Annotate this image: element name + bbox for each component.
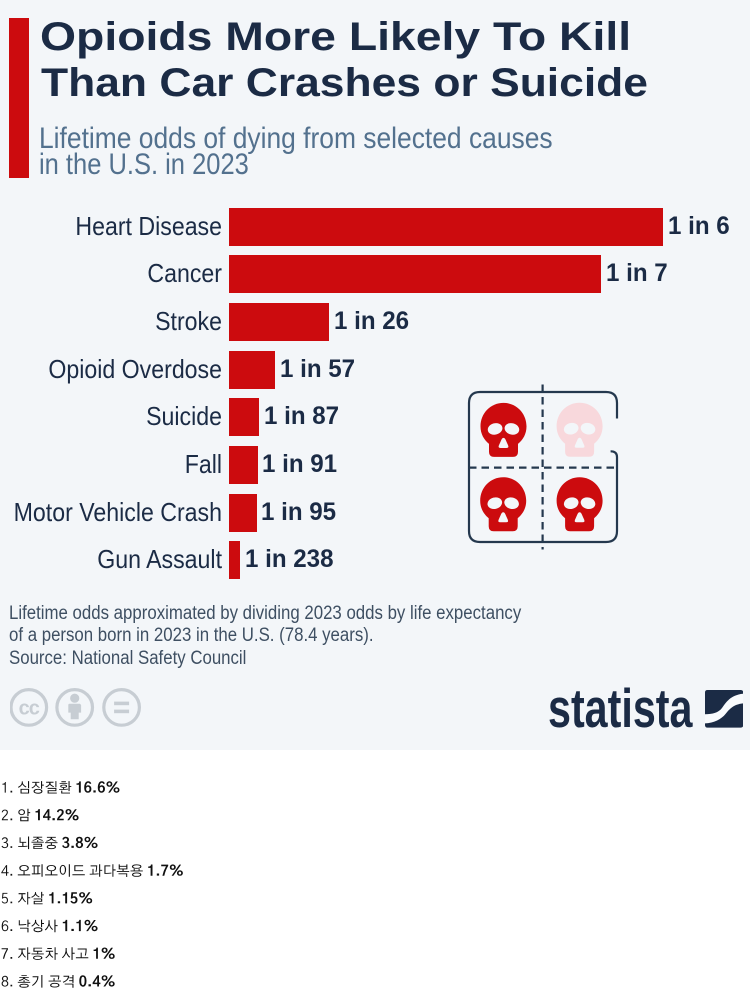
- svg-text:cc: cc: [19, 698, 40, 720]
